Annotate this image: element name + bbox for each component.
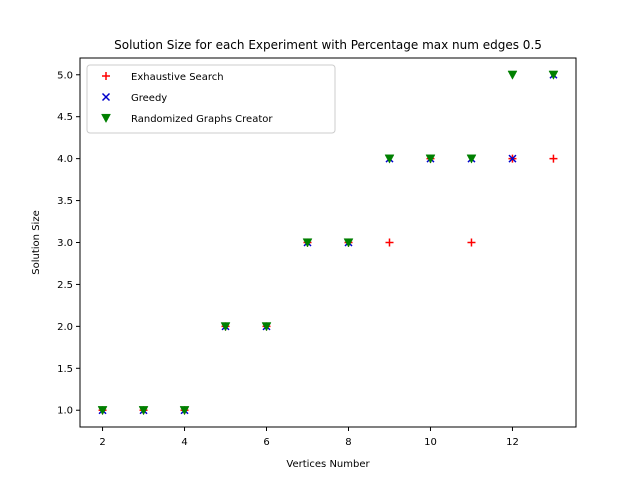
data-point <box>220 322 231 332</box>
x-tick-label: 6 <box>263 437 269 448</box>
y-tick-label: 1.5 <box>57 364 73 375</box>
x-tick-label: 4 <box>181 437 187 448</box>
data-point <box>425 154 436 164</box>
data-point <box>507 70 518 80</box>
y-tick-label: 3.5 <box>57 196 73 207</box>
data-point <box>385 238 394 247</box>
data-point <box>467 238 476 247</box>
y-tick-label: 4.0 <box>57 154 73 165</box>
data-point <box>179 406 190 416</box>
series-triangle-down <box>97 70 559 416</box>
data-point <box>466 154 477 164</box>
legend-label: Greedy <box>131 93 167 104</box>
data-point <box>97 406 108 416</box>
y-axis-ticks: 1.0 1.5 2.0 2.5 3.0 3.5 4.0 4.5 5.0 <box>57 70 80 417</box>
x-axis-ticks: 2 4 6 8 10 12 <box>99 427 519 448</box>
data-point <box>138 406 149 416</box>
plot-marks <box>97 70 559 416</box>
legend-frame <box>86 64 336 134</box>
y-tick-label: 2.5 <box>57 280 73 291</box>
x-tick-label: 2 <box>99 437 105 448</box>
x-tick-label: 10 <box>424 437 437 448</box>
data-point <box>261 322 272 332</box>
y-tick-label: 5.0 <box>57 70 73 81</box>
y-tick-label: 4.5 <box>57 112 73 123</box>
legend-marker <box>102 72 110 80</box>
y-tick-label: 2.0 <box>57 322 73 333</box>
legend-label: Randomized Graphs Creator <box>131 114 273 125</box>
data-point <box>302 238 313 248</box>
data-point <box>384 154 395 164</box>
y-tick-label: 1.0 <box>57 406 73 417</box>
legend: Exhaustive Search Greedy Randomized Graphs… <box>86 64 336 134</box>
legend-marker <box>101 92 111 102</box>
x-tick-label: 8 <box>345 437 351 448</box>
x-axis-label: Vertices Number <box>286 459 370 470</box>
data-point <box>343 238 354 248</box>
chart-title: Solution Size for each Experiment with P… <box>114 38 542 52</box>
legend-label: Exhaustive Search <box>131 72 224 83</box>
y-tick-label: 3.0 <box>57 238 73 249</box>
data-point <box>549 154 558 163</box>
y-axis-label: Solution Size <box>31 210 42 274</box>
data-point <box>548 70 559 80</box>
x-tick-label: 12 <box>506 437 519 448</box>
data-point <box>508 154 517 163</box>
legend-marker <box>101 113 111 124</box>
